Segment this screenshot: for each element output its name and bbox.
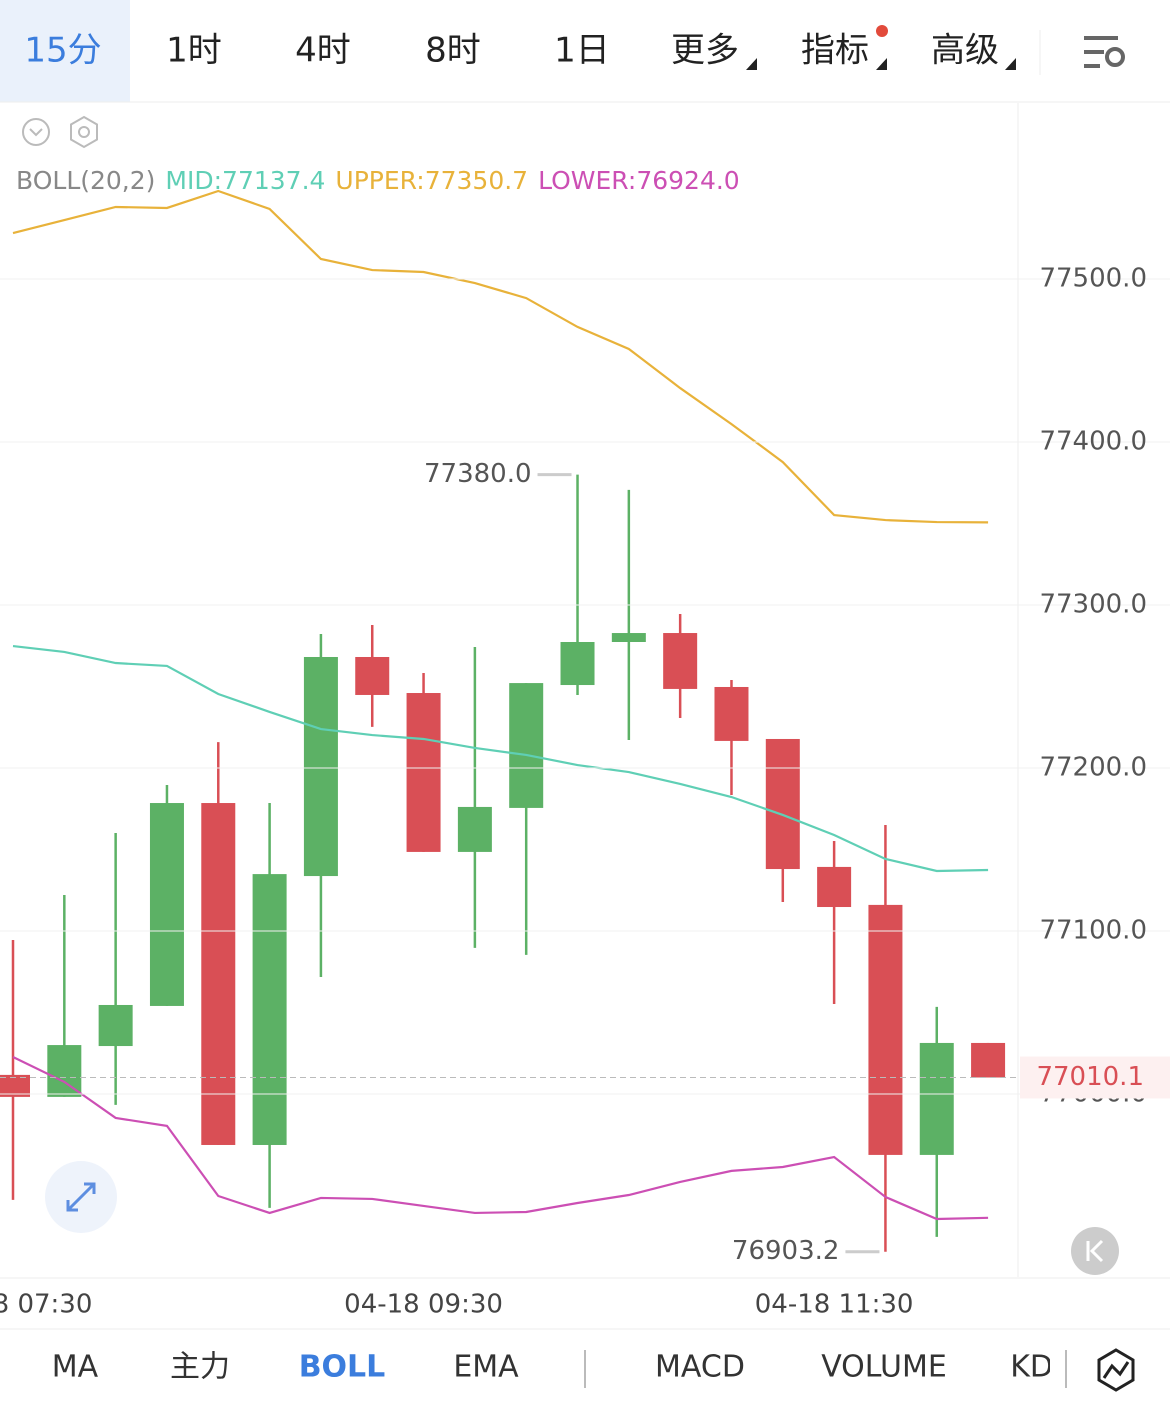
period-tab[interactable]: 指标 [801, 31, 869, 71]
extreme-label: 77380.0 [424, 459, 532, 489]
y-tick-label: 77300.0 [1039, 590, 1147, 620]
candle-body [560, 642, 595, 686]
x-tick-label: 04-18 11:30 [755, 1290, 914, 1320]
active-tab-bg [0, 0, 130, 102]
jump-icon [1086, 1239, 1104, 1263]
period-tab[interactable]: 4时 [295, 31, 351, 71]
period-tab[interactable]: 更多 [671, 31, 739, 71]
candle-body [457, 806, 492, 852]
legend-item: LOWER:76924.0 [538, 166, 740, 195]
expand-icon [66, 1182, 96, 1212]
last-price-bg [1020, 1056, 1170, 1099]
indicator-tab[interactable]: KDJ [1010, 1350, 1062, 1385]
candle-body [868, 904, 903, 1155]
candle-body [765, 738, 800, 870]
candle-body [98, 1004, 133, 1047]
period-tab[interactable]: 8时 [425, 31, 481, 71]
candle-body [714, 686, 749, 741]
candle-body [201, 803, 236, 1145]
candle-body [919, 1042, 954, 1155]
indicator-tab[interactable]: EMA [453, 1350, 519, 1385]
candle-body [663, 633, 698, 689]
settings-hex[interactable] [70, 115, 98, 149]
jump-latest[interactable] [1071, 1227, 1119, 1275]
candle-body [611, 633, 646, 643]
period-tab[interactable]: 1时 [166, 31, 222, 71]
indicator-tab[interactable]: 主力 [170, 1350, 230, 1385]
indicator-tab[interactable]: VOLUME [821, 1350, 947, 1385]
candle-body [509, 683, 544, 808]
boll-legend: BOLL(20,2) MID:77137.4 UPPER:77350.7 LOWER:… [16, 166, 740, 195]
indicator-tab[interactable]: MACD [655, 1350, 745, 1385]
candle-body [252, 874, 287, 1145]
indicator-tab[interactable]: BOLL [299, 1350, 386, 1385]
settings-hex [78, 126, 90, 138]
collapse-icon [29, 128, 43, 137]
period-tab[interactable]: 15分 [24, 31, 101, 71]
dropdown-arrows [746, 58, 1016, 70]
y-tick-label: 77500.0 [1039, 264, 1147, 294]
plot [0, 189, 1006, 1252]
candle-body [817, 866, 852, 908]
legend-item: UPPER:77350.7 [335, 166, 528, 195]
x-tick-label: 04-18 09:30 [344, 1290, 503, 1320]
candle-body [406, 693, 441, 852]
period-tab[interactable]: 1日 [554, 31, 610, 71]
period-tab[interactable]: 高级 [931, 31, 999, 71]
badge-dot [876, 25, 888, 37]
boll-line [12, 644, 989, 873]
y-tick-label: 77400.0 [1039, 427, 1147, 457]
last-price-label: 77010.1 [1036, 1062, 1144, 1092]
boll-line [12, 189, 989, 524]
x-tick-label: 04-18 07:30 [0, 1290, 92, 1320]
y-tick-label: 77100.0 [1039, 915, 1147, 945]
settings-icon[interactable] [1084, 36, 1125, 68]
extreme-label: 76903.2 [732, 1236, 840, 1266]
candle-body [149, 803, 184, 1006]
legend-item: BOLL(20,2) [16, 166, 155, 195]
legend-item: MID:77137.4 [165, 166, 325, 195]
boll-line [12, 1055, 989, 1221]
candle-body [47, 1045, 82, 1097]
candle-body [0, 1074, 30, 1097]
y-tick-label: 77200.0 [1039, 752, 1147, 782]
candle-body [303, 656, 338, 877]
candle-body [971, 1042, 1006, 1078]
draw-tool-icon[interactable] [1097, 1348, 1135, 1392]
collapse-icon[interactable] [22, 118, 50, 146]
indicator-tabs: MA 主力 BOLL EMA MACD VOLUME KDJ [52, 1350, 1062, 1385]
indicator-tab[interactable]: MA [52, 1350, 99, 1385]
candle-body [355, 656, 390, 695]
